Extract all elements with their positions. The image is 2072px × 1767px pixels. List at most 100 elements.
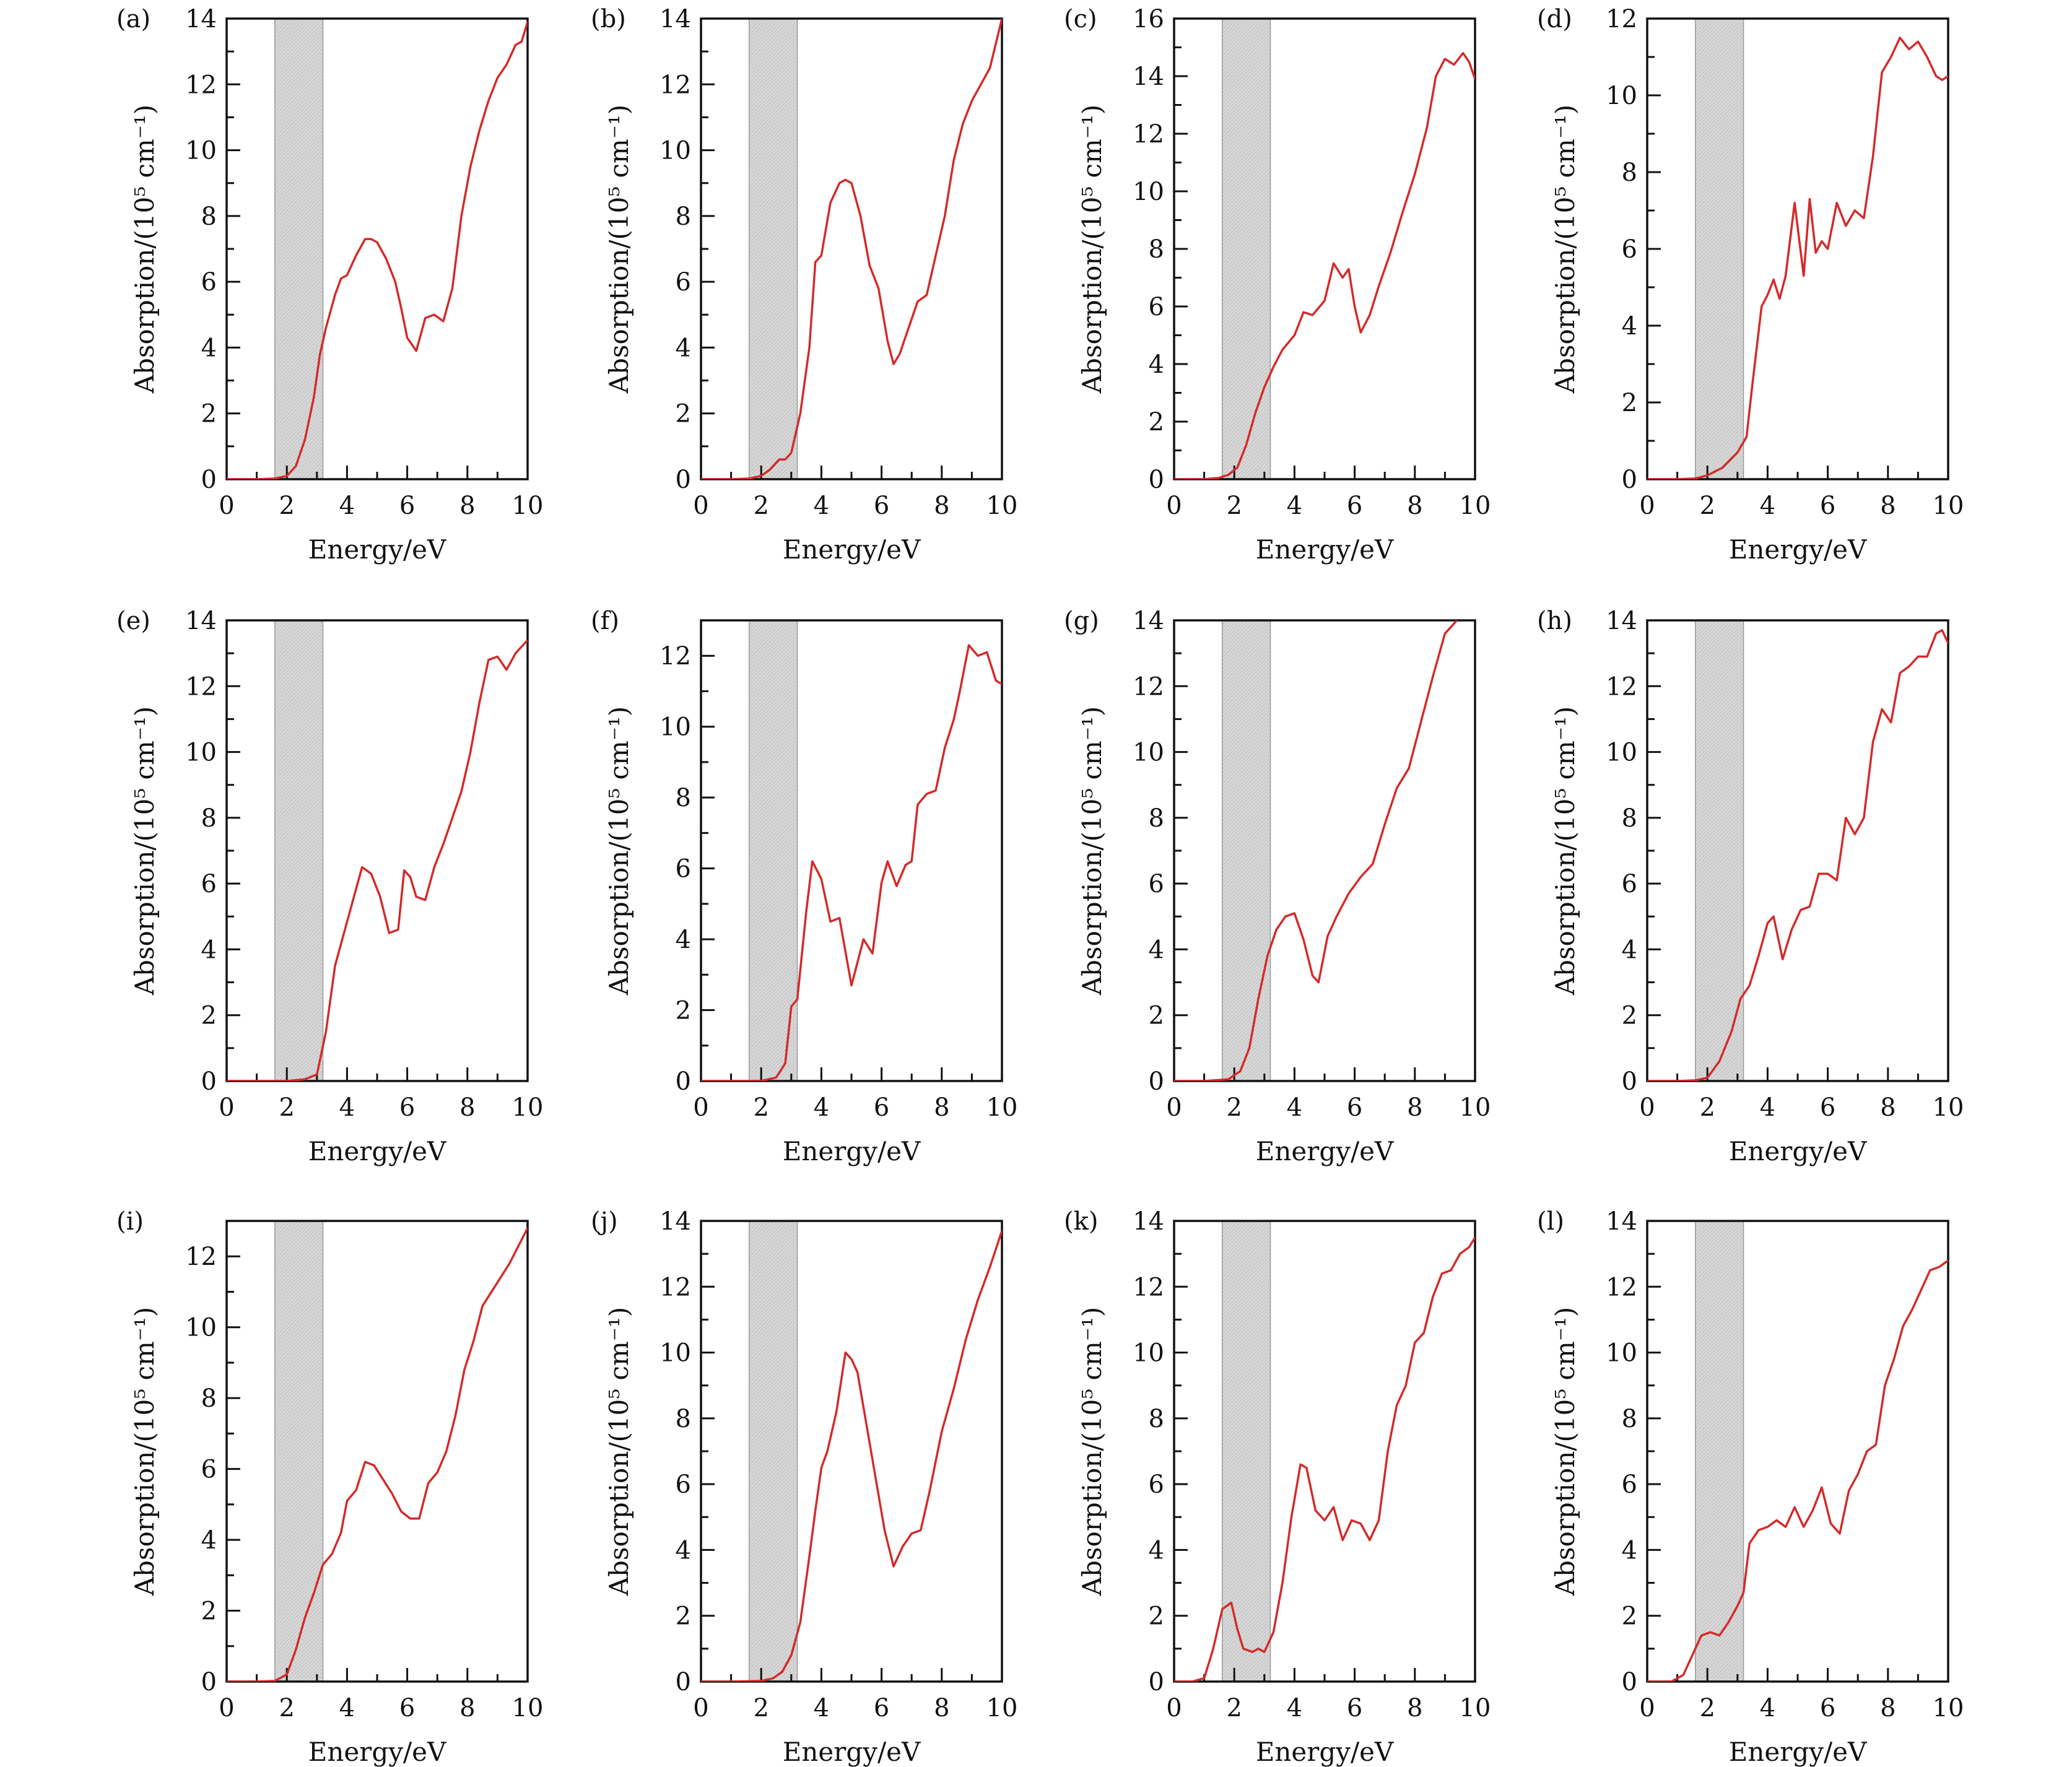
y-tick-label: 6 (1622, 235, 1637, 264)
y-tick-label: 10 (1133, 178, 1164, 206)
x-tick-label: 8 (459, 1694, 475, 1722)
y-tick-label: 4 (1149, 350, 1164, 379)
y-tick-label: 16 (1133, 5, 1164, 33)
y-tick-label: 0 (676, 466, 691, 494)
x-tick-label: 2 (753, 1093, 768, 1122)
y-tick-label: 2 (1149, 1602, 1164, 1631)
y-tick-label: 14 (659, 5, 691, 33)
x-tick-label: 4 (814, 1093, 829, 1122)
y-tick-label: 2 (676, 1602, 691, 1631)
panel-label: (f) (591, 607, 619, 635)
y-tick-label: 6 (201, 1456, 217, 1484)
x-tick-label: 0 (1166, 1694, 1182, 1722)
panel-label: (g) (1064, 607, 1099, 635)
y-tick-label: 0 (201, 1067, 217, 1096)
x-tick-label: 8 (1407, 492, 1422, 520)
y-tick-label: 8 (676, 1405, 691, 1433)
y-tick-label: 10 (185, 739, 217, 767)
absorption-curve (227, 21, 528, 479)
x-tick-label: 0 (219, 1694, 234, 1722)
x-tick-label: 10 (1933, 492, 1964, 520)
y-tick-label: 0 (1622, 1668, 1637, 1696)
x-tick-label: 0 (219, 1093, 234, 1122)
panel-a: 0 2 4 6 8 10 0 2 4 6 8 10 12 14 (a) Energy/eV Absorption… (116, 5, 543, 565)
x-axis-title: Energy/eV (783, 1737, 921, 1767)
x-axis-title: Energy/eV (1256, 1136, 1394, 1166)
y-tick-label: 0 (676, 1668, 691, 1696)
x-tick-label: 10 (1933, 1093, 1964, 1122)
y-tick-label: 8 (1622, 1405, 1637, 1433)
x-tick-label: 0 (1639, 492, 1655, 520)
x-tick-label: 10 (1460, 1093, 1491, 1122)
x-tick-label: 2 (1226, 1694, 1242, 1722)
y-tick-label: 0 (201, 1668, 217, 1696)
y-tick-label: 14 (185, 607, 217, 635)
x-tick-label: 6 (874, 1093, 889, 1122)
x-tick-label: 2 (1226, 492, 1242, 520)
plot-frame (225, 1220, 529, 1683)
y-axis-title: Absorption/(10⁵ cm⁻¹) (1077, 1307, 1107, 1597)
y-tick-label: 8 (1622, 804, 1637, 833)
y-tick-label: 12 (659, 1273, 691, 1301)
y-tick-label: 0 (201, 466, 217, 494)
x-tick-label: 6 (1820, 1093, 1835, 1122)
x-tick-label: 10 (1933, 1694, 1964, 1722)
y-tick-label: 12 (1606, 1273, 1637, 1301)
absorption-curve (701, 19, 1002, 479)
y-tick-label: 0 (676, 1067, 691, 1096)
y-axis-title: Absorption/(10⁵ cm⁻¹) (129, 1307, 160, 1597)
y-tick-label: 0 (1622, 1067, 1637, 1096)
y-tick-label: 10 (1606, 82, 1637, 110)
x-tick-label: 4 (814, 492, 829, 520)
y-tick-label: 0 (1149, 466, 1164, 494)
panel-label: (a) (116, 5, 150, 33)
visible-light-band (1695, 1220, 1744, 1682)
y-tick-label: 0 (1149, 1668, 1164, 1696)
y-tick-label: 12 (1606, 672, 1637, 701)
y-tick-label: 8 (1149, 1405, 1164, 1433)
y-tick-label: 14 (1606, 1207, 1637, 1236)
y-tick-label: 10 (1133, 739, 1164, 767)
y-tick-label: 4 (676, 926, 691, 954)
y-tick-label: 14 (659, 1207, 691, 1236)
x-tick-label: 2 (753, 492, 768, 520)
y-axis-title: Absorption/(10⁵ cm⁻¹) (604, 1307, 634, 1597)
plot-frame (1173, 17, 1476, 480)
y-tick-label: 4 (1149, 936, 1164, 964)
x-tick-label: 10 (1460, 492, 1491, 520)
y-tick-label: 12 (1133, 1273, 1164, 1301)
y-tick-label: 6 (201, 268, 217, 297)
y-tick-label: 10 (659, 713, 691, 742)
y-tick-label: 12 (1606, 5, 1637, 33)
y-tick-label: 4 (201, 334, 217, 362)
x-tick-label: 10 (986, 1694, 1018, 1722)
panel-label: (c) (1064, 5, 1097, 33)
x-tick-label: 6 (1820, 1694, 1835, 1722)
panel-label: (k) (1064, 1207, 1098, 1236)
plot-frame (1646, 17, 1949, 480)
absorption-curve (1647, 629, 1948, 1081)
x-tick-label: 2 (1699, 1694, 1715, 1722)
x-tick-label: 4 (339, 1093, 355, 1122)
x-tick-label: 8 (934, 492, 949, 520)
x-tick-label: 6 (1347, 1093, 1362, 1122)
plot-frame (700, 1220, 1003, 1683)
x-tick-label: 2 (1226, 1093, 1242, 1122)
x-tick-label: 4 (1287, 1093, 1302, 1122)
x-tick-label: 10 (986, 492, 1018, 520)
x-tick-label: 2 (279, 492, 294, 520)
y-tick-label: 12 (1133, 672, 1164, 701)
x-tick-label: 0 (1639, 1093, 1655, 1122)
x-tick-label: 2 (279, 1093, 294, 1122)
visible-light-band (1695, 18, 1744, 480)
x-axis-title: Energy/eV (1729, 1136, 1867, 1166)
y-tick-label: 10 (1606, 1339, 1637, 1368)
x-tick-label: 4 (339, 1694, 355, 1722)
panel-c: 0 2 4 6 8 10 0 2 4 6 8 10 12 14 16 (c) Energy/eV Absorpti… (1064, 5, 1491, 565)
y-tick-label: 8 (676, 202, 691, 231)
x-tick-label: 0 (219, 492, 234, 520)
y-tick-label: 10 (659, 137, 691, 165)
y-tick-label: 10 (185, 1314, 217, 1342)
absorption-curve (1174, 620, 1458, 1081)
y-tick-label: 6 (1149, 870, 1164, 898)
